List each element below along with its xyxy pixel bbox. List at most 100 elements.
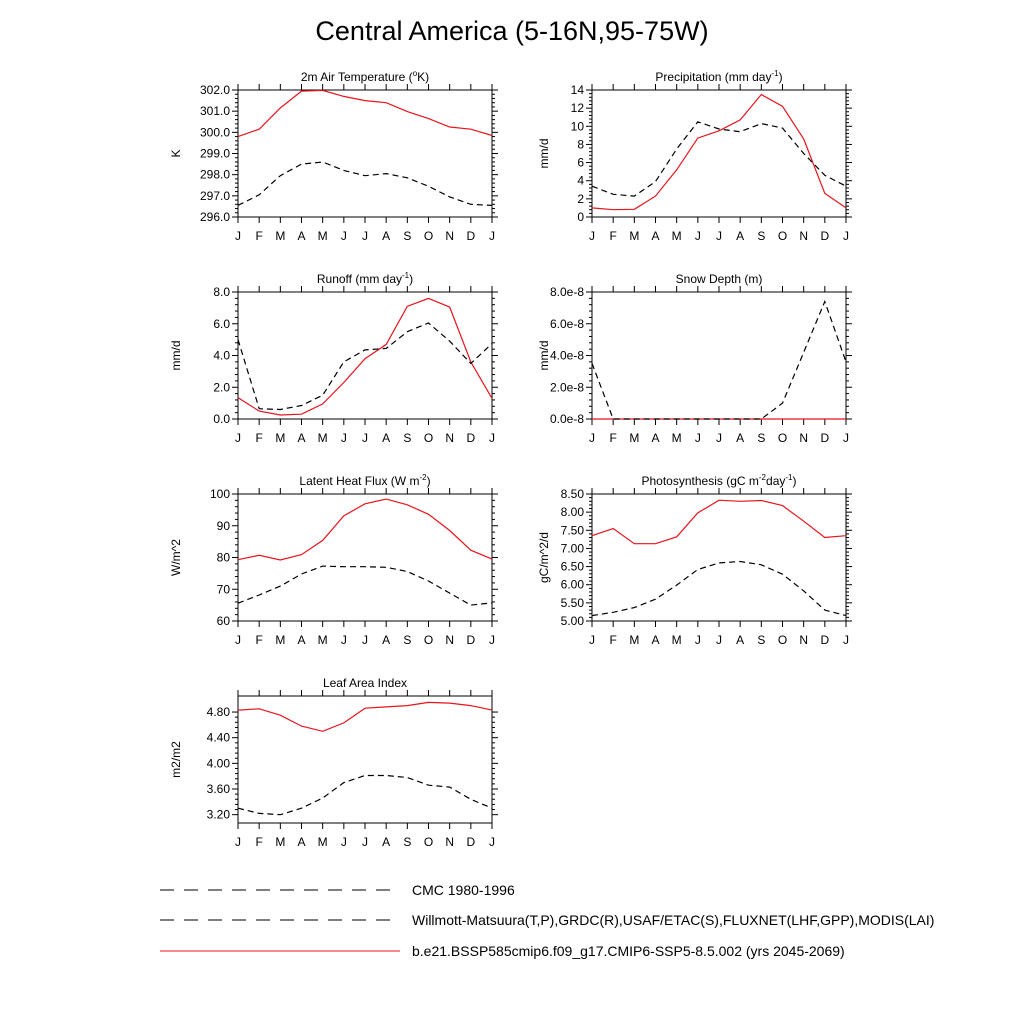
x-tick-label: S: [757, 229, 765, 243]
panel-title: Photosynthesis (gC m-2day-1): [642, 473, 797, 488]
x-tick-label: S: [403, 229, 411, 243]
y-tick-label: 100: [210, 487, 230, 501]
x-tick-label: J: [341, 431, 347, 445]
panel-title: Snow Depth (m): [676, 272, 763, 286]
x-tick-label: J: [362, 431, 368, 445]
x-tick-label: J: [362, 229, 368, 243]
x-tick-label: J: [235, 431, 241, 445]
model-series-line: [237, 498, 493, 561]
x-tick-label: F: [255, 835, 262, 849]
x-tick-label: J: [341, 229, 347, 243]
x-tick-label: J: [235, 229, 241, 243]
x-tick-label: N: [445, 229, 454, 243]
x-tick-label: N: [445, 835, 454, 849]
chart-panel-3: Runoff (mm day-1)J F M A M J J A S O N D J0.02.04.06…: [169, 271, 498, 445]
panel-title: Latent Heat Flux (W m-2): [299, 473, 430, 488]
y-tick-label: 2.0: [213, 380, 230, 394]
panel-title: 2m Air Temperature (oK): [301, 69, 429, 84]
x-tick-label: F: [255, 431, 262, 445]
y-tick-label: 4: [577, 174, 584, 188]
y-tick-label: 6.0: [213, 317, 230, 331]
y-tick-label: 0.0e-8: [550, 412, 584, 426]
x-tick-label: F: [255, 229, 262, 243]
x-tick-label: J: [695, 431, 701, 445]
plot-frame: [237, 493, 493, 622]
y-tick-label: 0: [577, 210, 584, 224]
x-tick-label: N: [445, 431, 454, 445]
model-series-line: [237, 297, 493, 416]
chart-panel-2: Precipitation (mm day-1)J F M A M J J A S O N D J024…: [537, 69, 852, 243]
x-tick-label: J: [341, 633, 347, 647]
y-tick-label: 7.00: [561, 541, 585, 555]
y-tick-label: 4.40: [207, 731, 231, 745]
x-tick-label: M: [318, 431, 328, 445]
x-tick-label: J: [716, 431, 722, 445]
plot-frame: [237, 291, 493, 420]
y-tick-label: 90: [217, 519, 231, 533]
legend-label-2: Willmott-Matsuura(T,P),GRDC(R),USAF/ETAC…: [412, 912, 934, 928]
x-tick-label: A: [297, 835, 305, 849]
y-tick-label: 2.0e-8: [550, 380, 584, 394]
x-tick-label: F: [609, 431, 616, 445]
x-tick-label: J: [589, 229, 595, 243]
x-tick-label: J: [843, 431, 849, 445]
x-tick-label: F: [609, 633, 616, 647]
obs-series-line: [591, 121, 847, 197]
x-tick-label: D: [466, 835, 475, 849]
chart-panel-4: Snow Depth (m)J F M A M J J A S O N D J0.0e-82.0e-84…: [537, 272, 852, 445]
x-tick-label: S: [403, 633, 411, 647]
y-tick-label: 3.20: [207, 808, 231, 822]
x-tick-label: N: [799, 229, 808, 243]
x-tick-label: A: [382, 229, 390, 243]
panel-title: Runoff (mm day-1): [317, 271, 413, 286]
x-tick-label: J: [716, 633, 722, 647]
y-tick-label: 298.0: [200, 168, 230, 182]
x-tick-label: D: [466, 229, 475, 243]
y-tick-label: 296.0: [200, 210, 230, 224]
y-tick-label: 5.50: [561, 596, 585, 610]
x-tick-label: A: [382, 431, 390, 445]
x-tick-label: S: [757, 633, 765, 647]
y-tick-label: 4.80: [207, 705, 231, 719]
obs-series-line: [237, 161, 493, 206]
chart-panel-1: 2m Air Temperature (oK)J F M A M J J A S O N D J296.…: [169, 69, 498, 243]
x-tick-label: J: [695, 229, 701, 243]
x-tick-label: M: [275, 633, 285, 647]
obs-series-line: [237, 774, 493, 816]
x-tick-label: J: [489, 431, 495, 445]
x-tick-label: J: [235, 835, 241, 849]
obs-series-line: [591, 299, 847, 420]
x-tick-label: F: [609, 229, 616, 243]
x-tick-label: M: [672, 431, 682, 445]
x-tick-label: J: [716, 229, 722, 243]
x-tick-label: J: [362, 835, 368, 849]
x-tick-label: O: [778, 633, 787, 647]
x-tick-label: A: [736, 229, 744, 243]
model-series-line: [237, 701, 493, 732]
x-tick-label: D: [466, 431, 475, 445]
y-tick-label: 8.0: [213, 285, 230, 299]
x-tick-label: O: [778, 431, 787, 445]
model-series-line: [591, 93, 847, 211]
x-tick-label: M: [275, 431, 285, 445]
x-tick-label: J: [489, 229, 495, 243]
y-tick-label: 6: [577, 156, 584, 170]
y-tick-label: 14: [571, 83, 585, 97]
y-tick-label: 8.0e-8: [550, 285, 584, 299]
legend-label-1: CMC 1980-1996: [412, 882, 515, 898]
x-tick-label: M: [629, 633, 639, 647]
y-tick-label: 80: [217, 551, 231, 565]
y-axis-label: m2/m2: [169, 741, 183, 778]
page-title: Central America (5-16N,95-75W): [315, 16, 709, 46]
x-tick-label: J: [695, 633, 701, 647]
x-tick-label: M: [318, 633, 328, 647]
x-tick-label: A: [651, 633, 659, 647]
y-tick-label: 5.00: [561, 614, 585, 628]
x-tick-label: O: [424, 229, 433, 243]
plot-frame: [591, 291, 847, 420]
x-tick-label: O: [424, 835, 433, 849]
x-tick-label: J: [589, 431, 595, 445]
x-tick-label: A: [382, 835, 390, 849]
